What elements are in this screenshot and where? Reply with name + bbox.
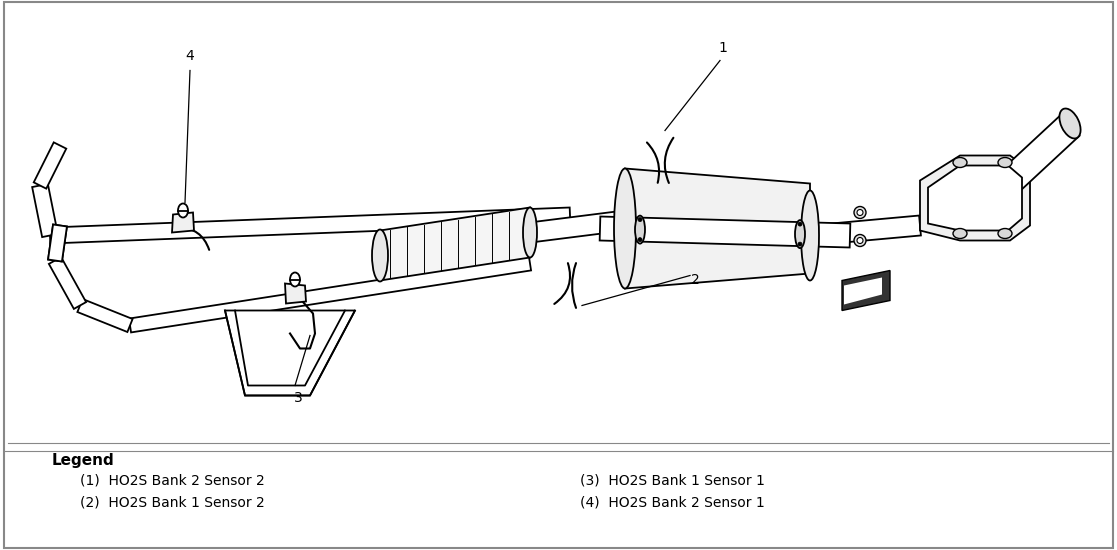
Ellipse shape xyxy=(953,157,967,168)
Text: (3)  HO2S Bank 1 Sensor 1: (3) HO2S Bank 1 Sensor 1 xyxy=(580,474,765,488)
Text: (1)  HO2S Bank 2 Sensor 2: (1) HO2S Bank 2 Sensor 2 xyxy=(80,474,265,488)
Ellipse shape xyxy=(997,157,1012,168)
Ellipse shape xyxy=(857,210,863,216)
Polygon shape xyxy=(32,184,58,237)
Text: 2: 2 xyxy=(690,273,699,288)
Ellipse shape xyxy=(857,238,863,244)
Polygon shape xyxy=(528,211,627,243)
Ellipse shape xyxy=(523,207,537,257)
Ellipse shape xyxy=(953,228,967,239)
Polygon shape xyxy=(49,207,571,244)
Polygon shape xyxy=(48,224,67,261)
Text: 4: 4 xyxy=(185,50,194,63)
Polygon shape xyxy=(77,299,133,332)
Ellipse shape xyxy=(795,220,805,248)
Polygon shape xyxy=(34,142,66,189)
Ellipse shape xyxy=(798,222,802,226)
Polygon shape xyxy=(172,212,194,233)
Polygon shape xyxy=(48,224,67,261)
Text: (2)  HO2S Bank 1 Sensor 2: (2) HO2S Bank 1 Sensor 2 xyxy=(80,496,265,510)
Polygon shape xyxy=(285,283,306,304)
Polygon shape xyxy=(809,216,920,245)
Ellipse shape xyxy=(855,206,866,218)
Polygon shape xyxy=(920,156,1030,240)
Polygon shape xyxy=(844,278,882,305)
Ellipse shape xyxy=(855,234,866,246)
Polygon shape xyxy=(600,217,850,248)
Polygon shape xyxy=(842,271,890,311)
Polygon shape xyxy=(225,311,355,395)
Text: 1: 1 xyxy=(718,41,727,56)
Polygon shape xyxy=(626,168,810,289)
Ellipse shape xyxy=(638,218,642,222)
Ellipse shape xyxy=(638,238,642,241)
Ellipse shape xyxy=(997,228,1012,239)
Polygon shape xyxy=(380,207,529,280)
Ellipse shape xyxy=(372,229,388,282)
Polygon shape xyxy=(928,166,1022,230)
Polygon shape xyxy=(49,257,86,309)
Ellipse shape xyxy=(634,216,645,244)
Ellipse shape xyxy=(290,272,300,287)
Ellipse shape xyxy=(1059,108,1080,139)
Polygon shape xyxy=(128,257,531,332)
Polygon shape xyxy=(991,116,1079,201)
Text: 3: 3 xyxy=(294,390,303,404)
Text: Legend: Legend xyxy=(52,453,115,468)
Text: (4)  HO2S Bank 2 Sensor 1: (4) HO2S Bank 2 Sensor 1 xyxy=(580,496,765,510)
Ellipse shape xyxy=(801,190,819,280)
Polygon shape xyxy=(235,321,345,386)
Ellipse shape xyxy=(178,204,188,217)
Ellipse shape xyxy=(798,242,802,246)
Ellipse shape xyxy=(614,168,636,289)
